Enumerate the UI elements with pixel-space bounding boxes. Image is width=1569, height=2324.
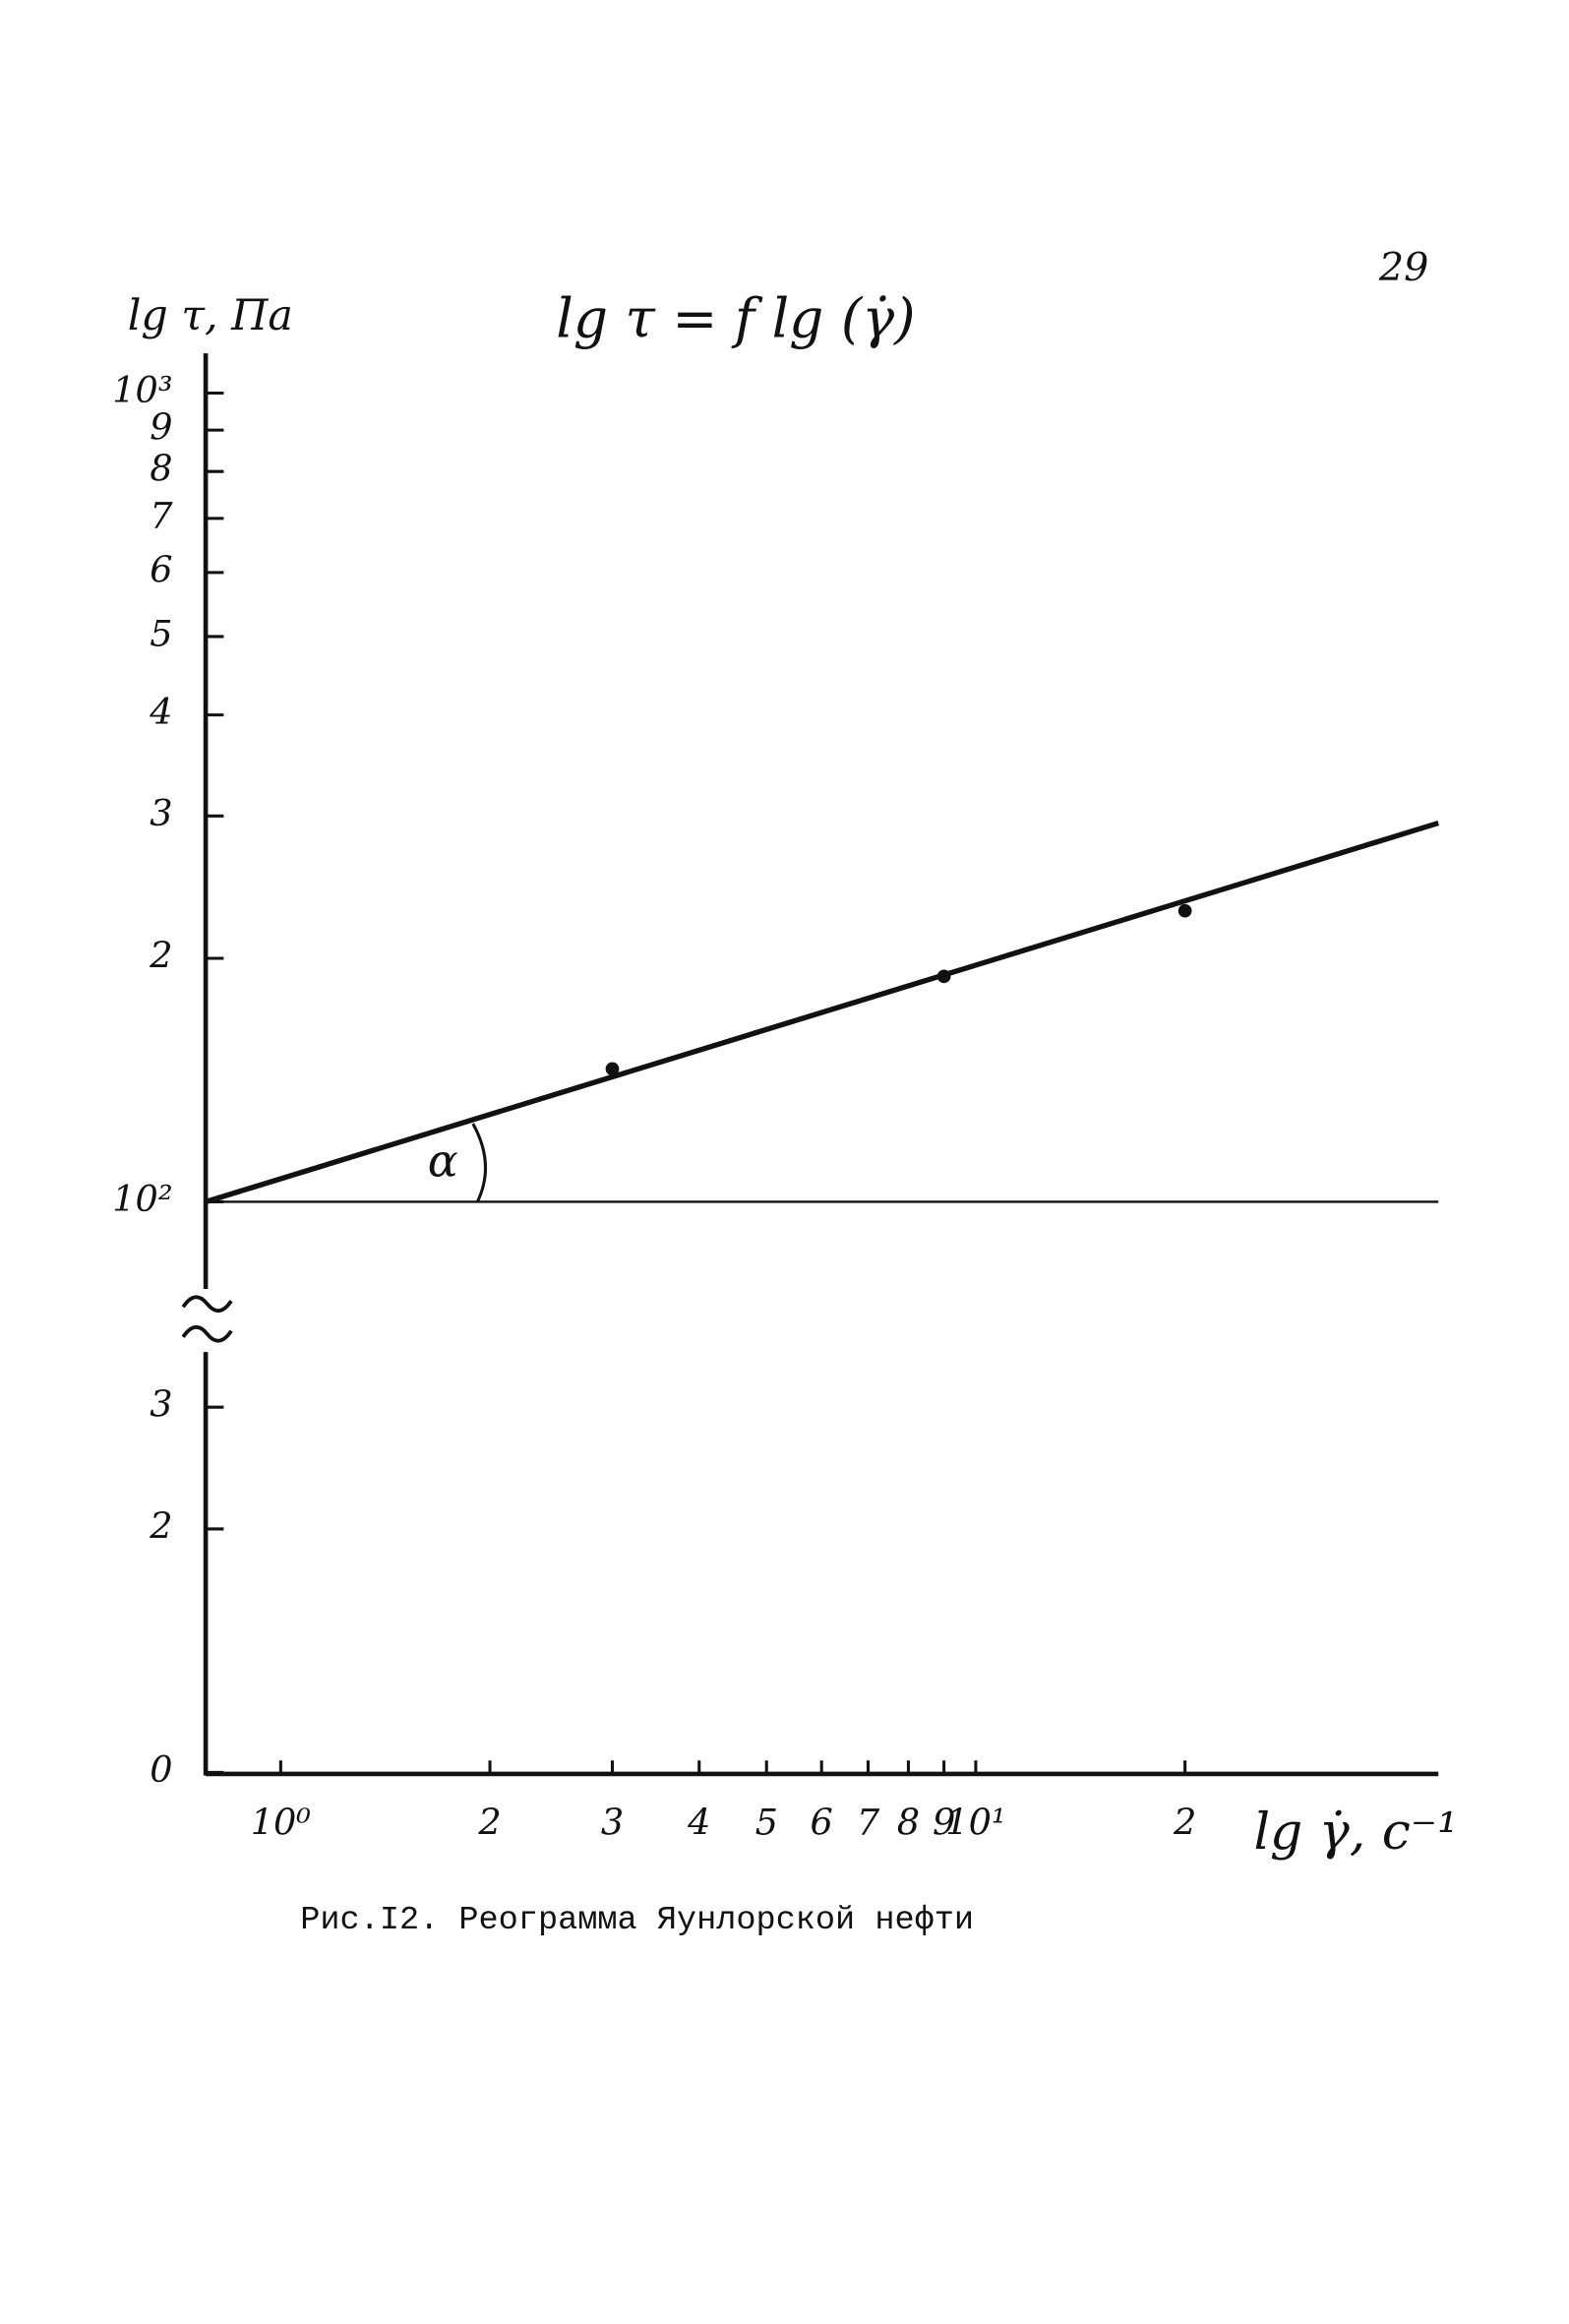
fit-line bbox=[205, 820, 1439, 1204]
y-tick-label: 8 bbox=[150, 448, 172, 490]
y-tick-label: 7 bbox=[150, 494, 173, 536]
y-tick-label: 4 bbox=[149, 691, 172, 733]
data-point bbox=[936, 969, 951, 984]
y-tick-label: 3 bbox=[150, 1383, 172, 1426]
angle-label: α bbox=[428, 1134, 458, 1187]
x-tick-label: 5 bbox=[755, 1801, 778, 1843]
x-tick-label: 9 bbox=[933, 1801, 955, 1843]
y-tick-label: 10³ bbox=[112, 369, 172, 411]
y-tick-label: 5 bbox=[150, 612, 172, 654]
x-tick-label: 8 bbox=[897, 1801, 920, 1843]
y-axis-label: lg τ, Па bbox=[128, 291, 293, 340]
page-number: 29 bbox=[1378, 245, 1428, 290]
caption: Рис.I2. Реограмма Яунлорской нефти bbox=[300, 1902, 974, 1939]
axis-break bbox=[181, 1295, 233, 1343]
x-tick-label: 10⁰ bbox=[251, 1801, 312, 1843]
x-tick-label: 2 bbox=[477, 1801, 501, 1843]
x-tick-label: 2 bbox=[1173, 1801, 1196, 1843]
y-tick-label: 6 bbox=[150, 548, 172, 590]
x-tick-label: 6 bbox=[811, 1801, 833, 1843]
x-tick-label: 10¹ bbox=[945, 1801, 1005, 1843]
x-tick-label: 4 bbox=[687, 1801, 710, 1843]
y-tick-label: 10² bbox=[112, 1178, 172, 1220]
angle-arc bbox=[471, 1123, 487, 1203]
data-point bbox=[605, 1062, 620, 1076]
y-tick-label: 9 bbox=[150, 406, 172, 449]
y-tick-label: 2 bbox=[149, 1504, 172, 1547]
y-tick-label: 3 bbox=[150, 792, 172, 834]
x-axis-label: lg γ̇, с⁻¹ bbox=[1253, 1803, 1458, 1862]
y-tick-label: 0 bbox=[150, 1748, 172, 1791]
chart-title: lg τ = f lg (γ̇) bbox=[556, 287, 915, 350]
x-tick-label: 3 bbox=[601, 1801, 624, 1843]
x-tick-label: 7 bbox=[857, 1801, 880, 1843]
data-point bbox=[1177, 903, 1192, 918]
y-tick-label: 2 bbox=[149, 935, 172, 977]
